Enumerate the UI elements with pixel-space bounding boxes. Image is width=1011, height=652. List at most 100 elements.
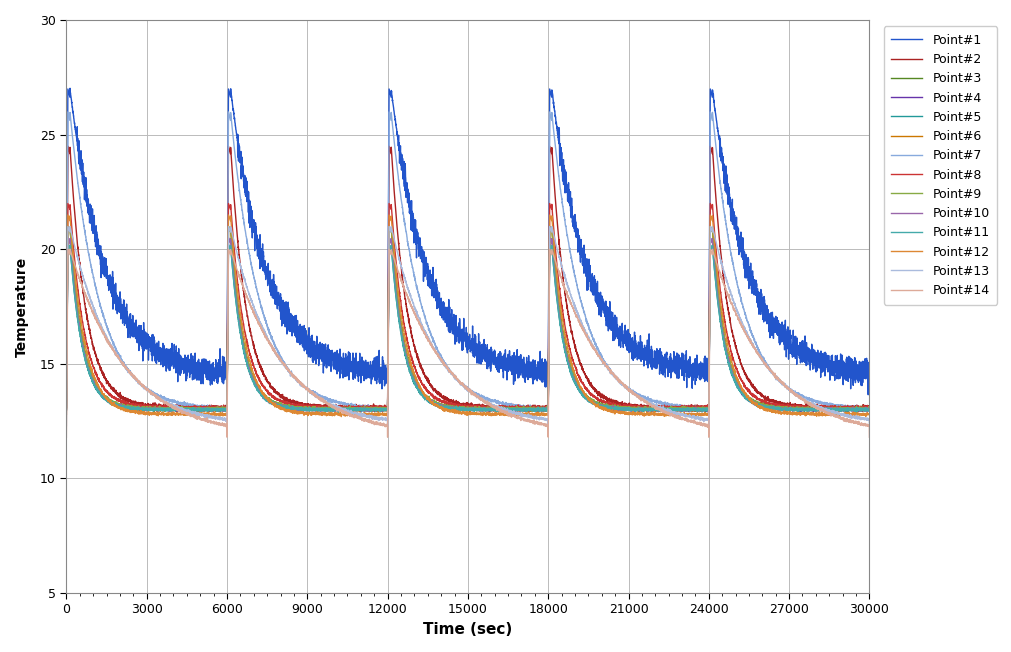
Point#5 [424, 399, 436, 407]
Point#11 [849, 409, 861, 417]
Point#5 [70, 302, 82, 310]
Line: Point#1: Point#1 [67, 88, 868, 394]
Point#11 [424, 397, 436, 405]
Point#6 [62, 222, 74, 230]
Point#3 [251, 379, 263, 387]
Point#6 [851, 406, 863, 413]
Point#9 [251, 381, 263, 389]
Point#12 [851, 409, 863, 417]
Point#9 [424, 394, 436, 402]
Point#4 [663, 406, 675, 413]
Point#2 [768, 399, 780, 407]
Point#8 [424, 389, 436, 396]
Point#11 [70, 302, 82, 310]
Point#13 [862, 422, 875, 430]
Point#2 [213, 407, 225, 415]
Point#5 [62, 241, 74, 248]
Point#10 [663, 405, 675, 413]
Point#7 [424, 326, 436, 334]
Line: Point#11: Point#11 [67, 244, 868, 413]
Point#10 [61, 406, 73, 413]
Point#3 [663, 404, 675, 412]
Point#2 [61, 404, 73, 411]
Point#8 [663, 403, 675, 411]
Line: Point#10: Point#10 [67, 238, 868, 412]
Point#4 [202, 408, 214, 416]
Point#8 [768, 402, 780, 409]
Line: Point#5: Point#5 [67, 244, 868, 412]
Point#1 [663, 357, 675, 364]
Point#14 [851, 419, 863, 427]
Point#2 [70, 223, 82, 231]
Point#7 [70, 163, 82, 171]
Point#4 [768, 405, 780, 413]
Point#1 [768, 321, 780, 329]
Point#12 [335, 413, 347, 421]
Point#7 [62, 108, 74, 116]
Point#11 [62, 241, 74, 248]
Point#1 [64, 84, 76, 92]
Point#7 [851, 404, 863, 412]
Point#1 [70, 130, 82, 138]
Line: Point#13: Point#13 [67, 226, 868, 426]
Point#6 [70, 291, 82, 299]
Point#2 [424, 381, 436, 389]
Point#1 [862, 372, 875, 379]
Line: Point#8: Point#8 [67, 203, 868, 409]
Point#14 [663, 411, 675, 419]
Point#9 [851, 404, 863, 412]
Point#4 [424, 397, 436, 405]
Point#13 [62, 222, 74, 230]
Point#1 [251, 240, 263, 248]
Point#13 [70, 247, 82, 255]
Point#4 [61, 406, 73, 413]
Point#5 [851, 406, 863, 414]
Point#9 [61, 405, 73, 413]
Point#11 [61, 406, 73, 413]
Point#9 [862, 405, 875, 413]
Point#12 [251, 377, 263, 385]
Point#8 [62, 200, 74, 207]
Point#4 [62, 234, 74, 242]
Point#6 [366, 408, 378, 416]
Point#10 [424, 396, 436, 404]
Point#6 [424, 397, 436, 405]
Point#6 [663, 407, 675, 415]
Point#14 [61, 433, 73, 441]
Point#5 [768, 406, 780, 413]
Line: Point#9: Point#9 [67, 226, 868, 411]
Point#13 [768, 374, 780, 381]
Point#3 [768, 404, 780, 412]
Point#10 [70, 297, 82, 305]
Point#3 [851, 406, 863, 413]
Point#2 [851, 403, 863, 411]
Point#14 [64, 245, 76, 253]
Point#6 [61, 406, 73, 413]
Point#2 [62, 142, 74, 150]
Point#3 [424, 396, 436, 404]
Point#8 [251, 370, 263, 378]
Point#10 [851, 406, 863, 413]
Point#5 [251, 385, 263, 393]
Point#10 [251, 383, 263, 391]
Point#3 [61, 405, 73, 413]
Point#13 [851, 415, 863, 422]
Line: Point#6: Point#6 [67, 226, 868, 412]
Point#2 [663, 403, 675, 411]
Point#13 [663, 406, 675, 413]
Line: Point#7: Point#7 [67, 112, 868, 410]
Point#8 [851, 404, 863, 412]
Point#7 [251, 285, 263, 293]
Point#12 [61, 410, 73, 418]
Point#12 [768, 408, 780, 415]
Point#3 [70, 290, 82, 298]
Point#9 [768, 404, 780, 412]
Point#14 [251, 315, 263, 323]
Point#4 [862, 406, 875, 413]
Point#14 [768, 372, 780, 379]
Point#6 [768, 404, 780, 411]
Point#11 [862, 406, 875, 413]
Point#13 [61, 422, 73, 430]
Point#5 [691, 408, 703, 416]
Point#3 [862, 405, 875, 413]
